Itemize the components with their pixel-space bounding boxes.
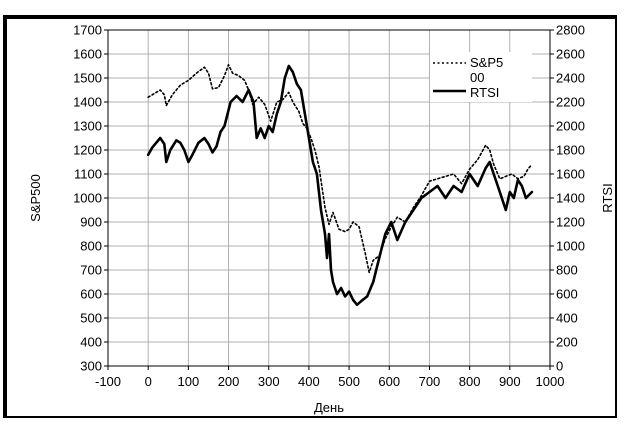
y-right-tick-label-6: 1200	[556, 215, 585, 230]
legend: S&P5 00 RTSI	[430, 52, 532, 102]
y-right-tick-label-11: 2200	[556, 95, 585, 110]
y-right-tick-label-2: 400	[556, 311, 578, 326]
y-right-tick-label-13: 2600	[556, 47, 585, 62]
y-axis-right-title: RTSI	[600, 183, 615, 212]
y-left-tick-label-3: 600	[80, 287, 102, 302]
y-right-tick-label-9: 1800	[556, 143, 585, 158]
x-tick-label-1: 0	[145, 374, 152, 389]
x-tick-label-7: 600	[378, 374, 400, 389]
y-left-tick-label-14: 1700	[73, 23, 102, 38]
legend-box	[430, 52, 532, 102]
y-left-tick-label-13: 1600	[73, 47, 102, 62]
series-layer	[146, 64, 534, 307]
legend-label-rtsi: RTSI	[470, 85, 499, 100]
x-tick-label-6: 500	[338, 374, 360, 389]
x-axis: -100 0 100 200 300 400 500 600 700 800 900 1000	[95, 366, 564, 389]
y-left-tick-label-7: 1000	[73, 191, 102, 206]
y-left-tick-label-12: 1500	[73, 71, 102, 86]
y-left-tick-label-8: 1100	[74, 167, 102, 182]
x-tick-label-8: 700	[419, 374, 441, 389]
series-line-sp500	[147, 64, 533, 274]
y-axis-right: 0 200 400 600 800 1000 1200 1400 1600 1800 2000 220…	[550, 23, 585, 374]
y-right-tick-label-8: 1600	[556, 167, 585, 182]
y-left-tick-label-4: 700	[80, 263, 102, 278]
y-right-tick-label-12: 2400	[556, 71, 585, 86]
x-tick-label-11: 1000	[536, 374, 565, 389]
y-right-tick-label-4: 800	[556, 263, 578, 278]
y-left-tick-label-5: 800	[80, 239, 102, 254]
x-tick-label-5: 400	[298, 374, 320, 389]
y-left-tick-label-6: 900	[80, 215, 102, 230]
x-tick-label-9: 800	[459, 374, 481, 389]
y-axis-left: 300 400 500 600 700 800 900 1000 1100 1200 1300 140…	[73, 23, 108, 374]
y-left-tick-label-1: 400	[80, 335, 102, 350]
legend-label-sp500-line1: S&P5	[470, 55, 503, 70]
y-left-tick-label-2: 500	[80, 311, 102, 326]
y-left-tick-label-11: 1400	[73, 95, 102, 110]
x-tick-label-2: 100	[178, 374, 200, 389]
x-tick-label-3: 200	[218, 374, 240, 389]
y-right-tick-label-14: 2800	[556, 23, 585, 38]
y-left-tick-label-10: 1300	[73, 119, 102, 134]
y-right-tick-label-1: 200	[556, 335, 578, 350]
y-right-tick-label-0: 0	[556, 359, 563, 374]
y-left-tick-label-9: 1200	[73, 143, 102, 158]
y-left-tick-label-0: 300	[80, 359, 102, 374]
x-tick-label-10: 900	[499, 374, 521, 389]
series-line-rtsi	[146, 64, 534, 307]
x-tick-label-0: -100	[95, 374, 121, 389]
y-right-tick-label-7: 1400	[556, 191, 585, 206]
y-right-tick-label-3: 600	[556, 287, 578, 302]
x-tick-label-4: 300	[258, 374, 280, 389]
y-right-tick-label-5: 1000	[556, 239, 585, 254]
legend-label-sp500-line2: 00	[470, 70, 484, 85]
y-right-tick-label-10: 2000	[556, 119, 585, 134]
y-axis-left-title: S&P500	[28, 174, 43, 222]
x-axis-title: День	[314, 400, 344, 415]
